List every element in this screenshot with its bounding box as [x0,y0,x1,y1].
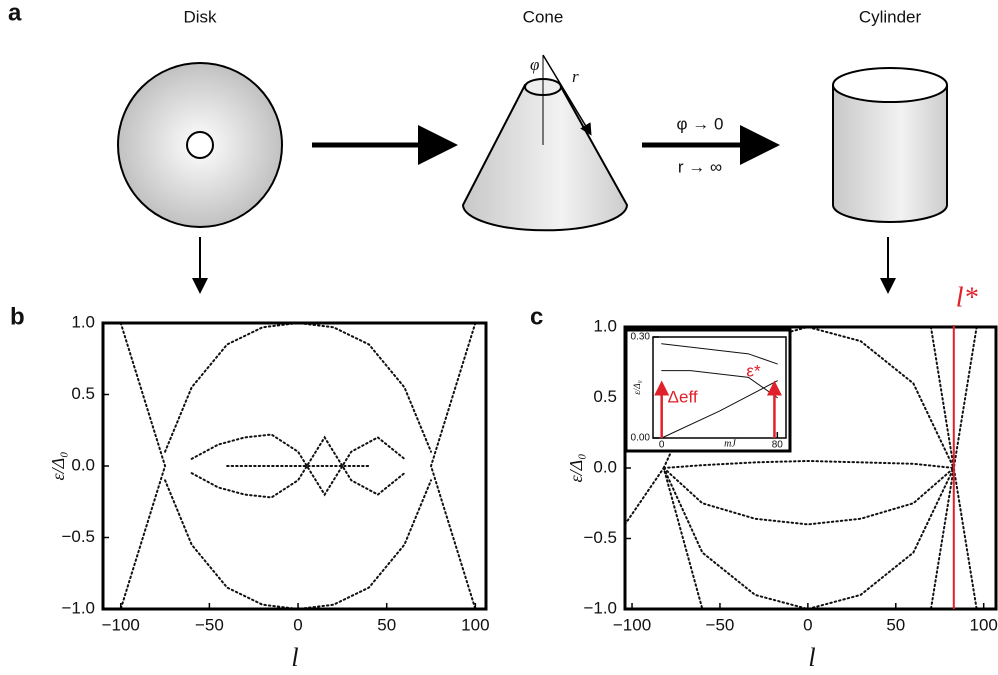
x-tick-label: 100 [461,615,489,634]
data-curve [190,433,406,497]
data-curve [119,322,167,610]
cylinder-top [832,67,948,103]
panel-label: a [8,0,22,26]
cone-label: Cone [523,7,564,26]
data-curve [164,321,433,453]
x-tick-label: −50 [706,615,735,634]
x-tick-label: 80 [772,440,784,451]
x-tick-label: −100 [613,615,651,634]
x-axis-label: mJ [724,438,736,449]
x-tick-label: 0 [293,615,302,634]
y-tick-label: −1.0 [61,598,95,617]
cone [461,84,629,232]
y-tick-label: 0.5 [593,387,617,406]
y-axis-label: ε/Δ₀ [566,454,586,483]
disk-label: Disk [183,7,217,26]
y-tick-label: −0.5 [583,528,617,547]
arrow-label: Δeff [668,387,698,406]
arrow-label: ε* [746,361,761,380]
y-tick-label: 1.0 [593,316,617,335]
x-tick-label: 0 [659,440,665,451]
data-curve [429,322,477,610]
x-tick-label: 50 [886,615,905,634]
data-curve [624,465,704,610]
x-tick-label: 0 [803,615,812,634]
y-tick-label: 0.00 [631,433,651,444]
r-arrow [542,54,592,136]
x-tick-label: 100 [970,615,998,634]
disk-hole [186,131,214,159]
data-curve [661,343,778,365]
y-tick-label: −0.5 [61,527,95,546]
data-curve [929,326,978,610]
y-tick-label: 0.0 [71,455,95,474]
x-tick-label: 50 [377,615,396,634]
cylinder-label: Cylinder [859,7,922,26]
y-tick-label: 0.0 [593,457,617,476]
data-curve [164,479,433,611]
r: r [572,67,579,86]
limit-phi: φ → 0 [677,114,724,133]
data-curve [190,435,406,499]
data-curve [661,380,778,439]
y-tick-label: 1.0 [71,312,95,331]
y-tick-label: 0.5 [71,384,95,403]
data-curve [661,370,778,399]
x-axis-label: l [808,643,815,672]
y-axis-label: ε/Δ₀ [48,452,68,481]
data-curve [929,326,978,610]
y-axis-label: ε/Δ₀ [632,380,642,394]
data-curve [662,459,955,469]
phi: φ [530,55,539,74]
y-tick-label: −1.0 [583,598,617,617]
x-tick-label: −50 [195,615,224,634]
panel-label: b [10,303,25,330]
inset-background [624,328,792,453]
plot-frame [652,336,787,439]
data-curve [662,467,955,526]
y-tick-label: 0.30 [631,332,651,343]
x-axis-label: l [291,643,298,672]
x-tick-label: −100 [102,615,140,634]
data-curve [662,467,955,611]
cylinder [832,85,948,223]
marker-label: l* [956,282,978,313]
panel-label: c [530,303,543,330]
limit-r: r → ∞ [678,157,722,176]
